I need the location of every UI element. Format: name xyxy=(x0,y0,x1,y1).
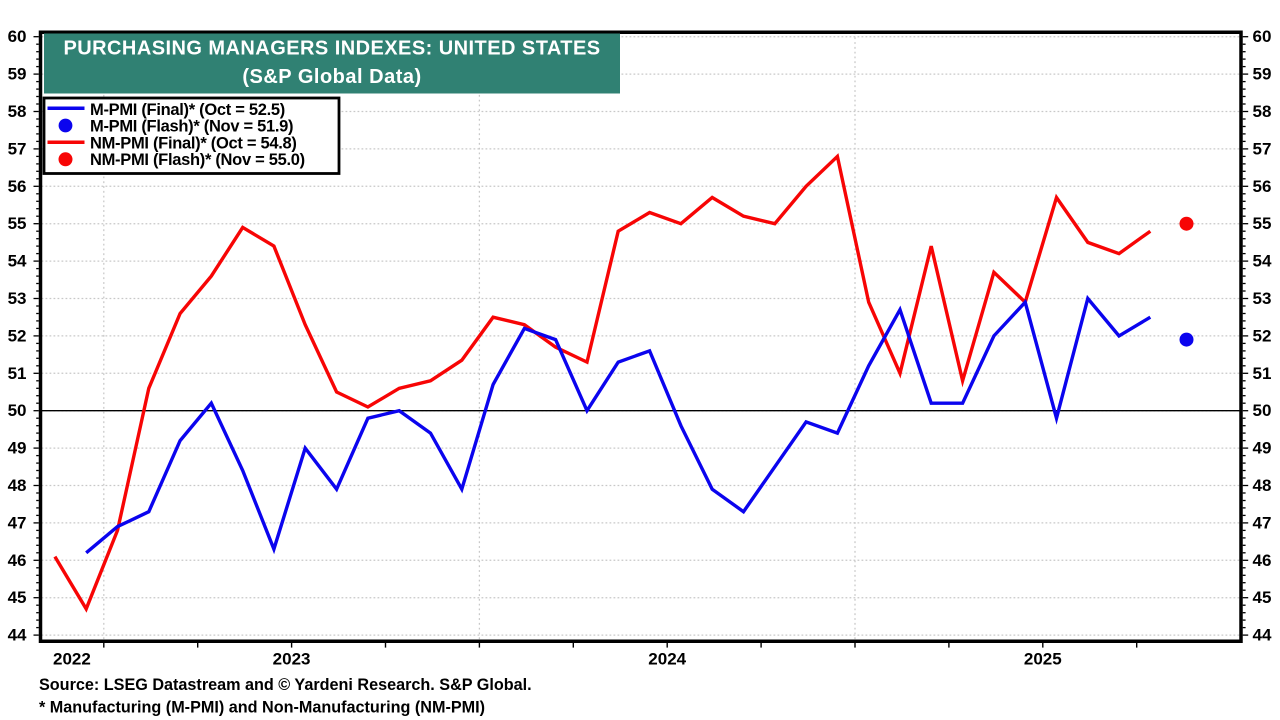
svg-text:59: 59 xyxy=(8,65,27,84)
svg-text:58: 58 xyxy=(1253,102,1272,121)
svg-text:51: 51 xyxy=(1253,364,1272,383)
svg-text:60: 60 xyxy=(8,27,27,46)
svg-text:* Manufacturing (M-PMI) and No: * Manufacturing (M-PMI) and Non-Manufact… xyxy=(39,698,485,716)
svg-text:45: 45 xyxy=(8,588,27,607)
svg-text:53: 53 xyxy=(8,289,27,308)
svg-text:56: 56 xyxy=(1253,177,1272,196)
svg-text:59: 59 xyxy=(1253,65,1272,84)
svg-text:47: 47 xyxy=(8,513,27,532)
svg-text:2022: 2022 xyxy=(53,650,91,669)
svg-text:55: 55 xyxy=(1253,214,1272,233)
svg-text:2023: 2023 xyxy=(273,650,311,669)
svg-text:45: 45 xyxy=(1253,588,1272,607)
svg-text:48: 48 xyxy=(1253,476,1272,495)
svg-text:2025: 2025 xyxy=(1024,650,1062,669)
svg-text:52: 52 xyxy=(8,326,27,345)
svg-text:55: 55 xyxy=(8,214,27,233)
svg-text:49: 49 xyxy=(8,439,27,458)
svg-text:54: 54 xyxy=(1253,252,1272,271)
svg-text:M-PMI (Flash)* (Nov = 51.9): M-PMI (Flash)* (Nov = 51.9) xyxy=(90,118,293,136)
svg-text:49: 49 xyxy=(1253,439,1272,458)
svg-text:56: 56 xyxy=(8,177,27,196)
svg-text:57: 57 xyxy=(8,139,27,158)
svg-text:(S&P Global Data): (S&P Global Data) xyxy=(242,66,421,88)
svg-text:51: 51 xyxy=(8,364,27,383)
svg-text:50: 50 xyxy=(1253,401,1272,420)
svg-text:52: 52 xyxy=(1253,326,1272,345)
svg-text:54: 54 xyxy=(8,252,27,271)
svg-text:46: 46 xyxy=(1253,551,1272,570)
svg-text:NM-PMI (Flash)* (Nov = 55.0): NM-PMI (Flash)* (Nov = 55.0) xyxy=(90,151,305,169)
svg-text:NM-PMI (Final)* (Oct = 54.8): NM-PMI (Final)* (Oct = 54.8) xyxy=(90,134,297,152)
svg-text:57: 57 xyxy=(1253,139,1272,158)
svg-text:60: 60 xyxy=(1253,27,1272,46)
svg-text:PURCHASING MANAGERS INDEXES: U: PURCHASING MANAGERS INDEXES: UNITED STAT… xyxy=(63,38,600,60)
svg-text:58: 58 xyxy=(8,102,27,121)
svg-text:47: 47 xyxy=(1253,513,1272,532)
svg-text:Source: LSEG Datastream and ©: Source: LSEG Datastream and © Yardeni Re… xyxy=(39,676,532,694)
svg-text:2024: 2024 xyxy=(648,650,686,669)
svg-text:46: 46 xyxy=(8,551,27,570)
svg-text:M-PMI (Final)* (Oct = 52.5): M-PMI (Final)* (Oct = 52.5) xyxy=(90,101,285,119)
svg-text:48: 48 xyxy=(8,476,27,495)
svg-text:50: 50 xyxy=(8,401,27,420)
svg-text:44: 44 xyxy=(8,626,27,645)
svg-text:44: 44 xyxy=(1253,626,1272,645)
svg-text:53: 53 xyxy=(1253,289,1272,308)
